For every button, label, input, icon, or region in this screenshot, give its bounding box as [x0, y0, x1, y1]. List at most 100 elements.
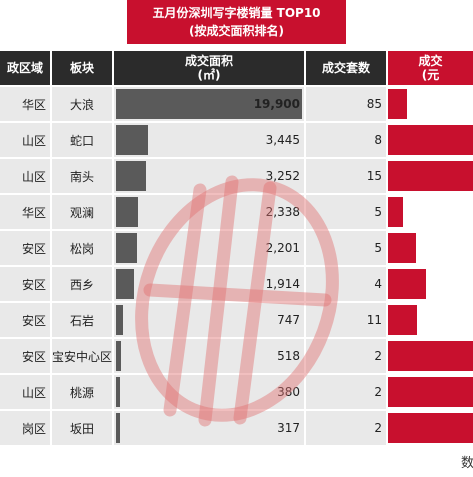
header-price-line1: 成交: [418, 54, 443, 68]
header-area: 成交面积 (㎡): [114, 51, 304, 85]
price-bar: [388, 269, 426, 299]
row-cell-bg: [114, 339, 304, 373]
header-area-line1: 成交面积: [184, 54, 233, 68]
region-cell: 岗区: [21, 421, 46, 436]
block-cell: 大浪: [69, 97, 94, 112]
row-cell-bg: [306, 267, 386, 301]
table-row: 安区 宝安中心区 518 2: [0, 339, 473, 373]
row-cell-bg: [114, 195, 304, 229]
row-cell-bg: [52, 267, 112, 301]
row-cell-bg: [0, 87, 50, 121]
area-bar: [116, 161, 147, 191]
price-bar: [388, 341, 473, 371]
header-area-line2: (㎡): [197, 68, 221, 82]
area-value: 380: [277, 385, 300, 399]
title-line-1: 五月份深圳写字楼销量 TOP10: [152, 6, 321, 20]
row-cell-bg: [0, 267, 50, 301]
block-cell: 蛇口: [69, 133, 94, 148]
row-cell-bg: [306, 123, 386, 157]
table-row: 安区 石岩 747 11: [0, 303, 473, 337]
area-bar: [116, 233, 137, 263]
price-bar: [388, 161, 473, 191]
region-cell: 山区: [21, 133, 46, 148]
area-value: 1,914: [265, 277, 300, 291]
chart-title: 五月份深圳写字楼销量 TOP10 (按成交面积排名): [127, 0, 346, 44]
area-bar: [116, 341, 121, 371]
header-units: 成交套数: [306, 51, 386, 85]
block-cell: 观澜: [69, 205, 94, 220]
block-cell: 南头: [69, 169, 94, 184]
units-value: 2: [374, 385, 382, 399]
area-bar: [116, 197, 138, 227]
area-value: 2,201: [265, 241, 300, 255]
row-cell-bg: [0, 123, 50, 157]
price-bar: [388, 413, 473, 443]
row-cell-bg: [0, 375, 50, 409]
row-cell-bg: [52, 411, 112, 445]
units-value: 5: [374, 205, 382, 219]
area-bar: [116, 89, 302, 119]
price-bar: [388, 233, 416, 263]
source-note: 数: [461, 456, 473, 471]
block-cell: 西乡: [69, 277, 94, 292]
row-cell-bg: [306, 411, 386, 445]
region-cell: 山区: [21, 385, 46, 400]
row-cell-bg: [114, 231, 304, 265]
area-value: 747: [277, 313, 300, 327]
row-cell-bg: [306, 87, 386, 121]
row-cell-bg: [306, 375, 386, 409]
region-cell: 安区: [21, 241, 46, 256]
area-bar: [116, 125, 149, 155]
row-cell-bg: [306, 195, 386, 229]
units-value: 2: [374, 349, 382, 363]
title-line-2: (按成交面积排名): [189, 24, 284, 38]
row-cell-bg: [52, 159, 112, 193]
area-value: 19,900: [253, 97, 300, 111]
area-bar: [116, 377, 120, 407]
table-row: 山区 桃源 380 2: [0, 375, 473, 409]
header-block: 板块: [52, 51, 112, 85]
table-row: 安区 西乡 1,914 4: [0, 267, 473, 301]
table-row: 华区 大浪 19,900 85: [0, 87, 473, 121]
area-value: 518: [277, 349, 300, 363]
row-cell-bg: [306, 231, 386, 265]
units-value: 15: [366, 169, 382, 183]
row-cell-bg: [52, 231, 112, 265]
row-cell-bg: [0, 339, 50, 373]
table-row: 安区 松岗 2,201 5: [0, 231, 473, 265]
block-cell: 宝安中心区: [52, 349, 113, 364]
block-cell: 坂田: [69, 421, 94, 436]
row-cell-bg: [114, 267, 304, 301]
region-cell: 安区: [21, 349, 46, 364]
table-row: 华区 观澜 2,338 5: [0, 195, 473, 229]
region-cell: 安区: [21, 313, 46, 328]
units-value: 11: [366, 313, 382, 327]
area-value: 3,445: [265, 133, 300, 147]
row-cell-bg: [114, 303, 304, 337]
area-value: 2,338: [265, 205, 300, 219]
area-value: 317: [277, 421, 300, 435]
units-value: 85: [366, 97, 382, 111]
area-bar: [116, 269, 134, 299]
row-cell-bg: [0, 411, 50, 445]
block-cell: 松岗: [69, 241, 94, 256]
row-cell-bg: [52, 87, 112, 121]
units-value: 5: [374, 241, 382, 255]
price-bar: [388, 125, 473, 155]
header-region: 政区域: [0, 51, 50, 85]
units-value: 8: [374, 133, 382, 147]
row-cell-bg: [114, 375, 304, 409]
region-cell: 安区: [21, 277, 46, 292]
row-cell-bg: [52, 303, 112, 337]
table-row: 山区 南头 3,252 15: [0, 159, 473, 193]
row-cell-bg: [306, 303, 386, 337]
price-bar: [388, 305, 417, 335]
table-row: 山区 蛇口 3,445 8: [0, 123, 473, 157]
price-bar: [388, 377, 473, 407]
row-cell-bg: [52, 339, 112, 373]
row-cell-bg: [52, 375, 112, 409]
region-cell: 华区: [21, 205, 46, 220]
row-cell-bg: [114, 411, 304, 445]
row-cell-bg: [52, 195, 112, 229]
